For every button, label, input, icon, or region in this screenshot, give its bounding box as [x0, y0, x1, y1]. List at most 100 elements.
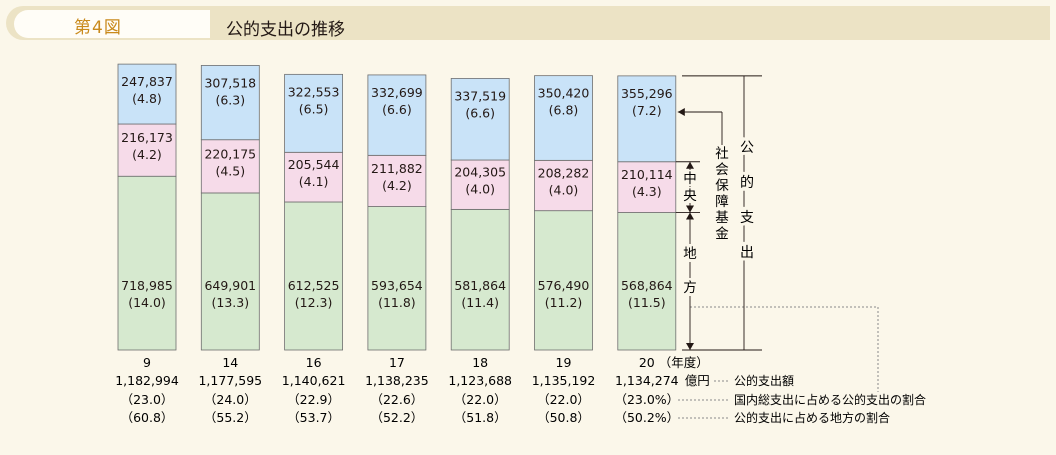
total-value-17: 1,138,235 — [365, 373, 429, 388]
bracket-local-label-bg-1 — [682, 278, 698, 296]
pct-label-social-16: (6.5) — [299, 101, 329, 116]
data-label-central-9: 216,173 — [121, 130, 173, 145]
x-tick-label-17: 17 — [389, 355, 405, 370]
bracket-local-arrow-up — [686, 212, 694, 220]
total-value-14: 1,177,595 — [198, 373, 262, 388]
bracket-local-label-bg-0 — [682, 244, 698, 262]
bar-segment-social-16 — [284, 73, 344, 153]
data-label-social-20: 355,296 — [621, 86, 673, 101]
bracket-social-label-1: 会 — [715, 162, 729, 178]
bar-segment-local-20 — [617, 212, 677, 351]
legend-note-total: 公的支出額 — [734, 373, 794, 388]
bracket-central-arrow-up — [686, 161, 694, 169]
total-value-18: 1,123,688 — [448, 373, 512, 388]
data-label-central-14: 220,175 — [204, 146, 256, 161]
pct-label-social-20: (7.2) — [632, 103, 662, 118]
data-label-central-17: 211,882 — [371, 161, 423, 176]
local-share-14: （55.2） — [204, 410, 257, 425]
pct-label-local-16: (12.3) — [295, 295, 333, 310]
data-label-local-19: 576,490 — [538, 278, 590, 293]
pct-label-social-19: (6.8) — [549, 103, 579, 118]
pct-label-local-19: (11.2) — [545, 295, 583, 310]
figure-label-box: 第4図 — [14, 10, 210, 38]
bar-segment-social-17 — [367, 74, 427, 156]
local-share-20: （50.2%） — [614, 410, 679, 425]
pct-label-social-17: (6.6) — [382, 102, 412, 117]
figure-title: 公的支出の推移 — [226, 20, 345, 40]
bracket-social-label-3: 障 — [715, 194, 729, 210]
x-tick-label-19: 19 — [556, 355, 572, 370]
gdp-share-18: （22.0） — [454, 392, 507, 407]
bracket-local-label-0: 地 — [683, 246, 697, 262]
data-label-social-17: 332,699 — [371, 85, 423, 100]
bracket-social-label-5: 金 — [715, 226, 729, 242]
pct-label-local-18: (11.4) — [461, 295, 499, 310]
data-label-local-16: 612,525 — [288, 278, 340, 293]
bracket-local-label-1: 方 — [683, 280, 697, 296]
bar-segment-social-20 — [617, 75, 677, 163]
bracket-total-label-0: 公 — [740, 140, 754, 156]
bracket-central-label-bg-0 — [682, 170, 698, 186]
bracket-local-arrow-down — [686, 343, 694, 350]
pct-label-central-14: (4.5) — [215, 163, 245, 178]
bar-segment-local-18 — [450, 208, 510, 351]
bracket-total-label-bg-2: 支 — [740, 210, 754, 226]
pct-label-central-20: (4.3) — [632, 184, 662, 199]
x-tick-label-16: 16 — [306, 355, 322, 370]
data-label-local-18: 581,864 — [454, 278, 506, 293]
bar-segment-social-9 — [117, 63, 177, 125]
bracket-central-arrow-down — [686, 205, 694, 213]
pct-label-local-14: (13.3) — [212, 295, 250, 310]
legend-note-gdp: 国内総支出に占める公的支出の割合 — [734, 392, 926, 407]
bracket-central-label-1: 央 — [683, 188, 697, 204]
bar-segment-social-14 — [200, 65, 260, 141]
x-tick-label-9: 9 — [143, 355, 151, 370]
local-share-17: （52.2） — [370, 410, 423, 425]
bracket-social-label-0: 社 — [715, 146, 729, 162]
bar-segment-central-19 — [534, 159, 593, 212]
bar-segment-local-14 — [200, 192, 260, 351]
bar-segment-local-16 — [284, 201, 344, 351]
bracket-total-label-bg-3: 出 — [740, 245, 754, 261]
x-tick-label-14: 14 — [222, 355, 238, 370]
bar-segment-central-18 — [450, 159, 510, 210]
data-label-social-19: 350,420 — [538, 86, 590, 101]
bracket-total-label-1: 的 — [740, 175, 754, 191]
bar-segment-local-9 — [117, 175, 177, 351]
bracket-total-label-bg-0: 公 — [740, 140, 754, 156]
pct-label-local-9: (14.0) — [128, 295, 166, 310]
bracket-total-label-bg-1: 的 — [740, 175, 754, 191]
legend-note-local: 公的支出に占める地方の割合 — [734, 410, 890, 425]
gdp-share-16: （22.9） — [287, 392, 340, 407]
local-share-19: （50.8） — [537, 410, 590, 425]
gdp-share-19: （22.0） — [537, 392, 590, 407]
bar-segment-local-19 — [534, 210, 593, 351]
total-value-16: 1,140,621 — [282, 373, 346, 388]
data-label-social-18: 337,519 — [454, 88, 506, 103]
bracket-social-arrowhead — [677, 108, 685, 116]
bar-segment-central-17 — [367, 154, 427, 207]
pct-label-local-17: (11.8) — [378, 295, 416, 310]
bar-segment-central-20 — [617, 161, 677, 213]
pct-label-social-9: (4.8) — [132, 91, 162, 106]
bracket-total-label-3: 出 — [740, 245, 754, 261]
pct-label-central-16: (4.1) — [299, 174, 329, 189]
data-label-local-9: 718,985 — [121, 278, 173, 293]
pct-label-central-17: (4.2) — [382, 178, 412, 193]
data-label-central-20: 210,114 — [621, 167, 673, 182]
bar-segment-central-9 — [117, 123, 177, 177]
x-tick-label-18: 18 — [472, 355, 488, 370]
total-value-9: 1,182,994 — [115, 373, 179, 388]
bracket-central-label-bg-1 — [682, 187, 698, 203]
data-label-social-9: 247,837 — [121, 74, 173, 89]
data-label-social-14: 307,518 — [204, 75, 256, 90]
data-label-central-16: 205,544 — [288, 157, 340, 172]
pct-label-local-20: (11.5) — [628, 295, 666, 310]
pct-label-central-9: (4.2) — [132, 147, 162, 162]
bar-segment-social-18 — [450, 78, 510, 161]
data-label-central-18: 204,305 — [454, 165, 506, 180]
pct-label-central-18: (4.0) — [465, 182, 495, 197]
total-unit-label: 億円 — [685, 373, 710, 388]
